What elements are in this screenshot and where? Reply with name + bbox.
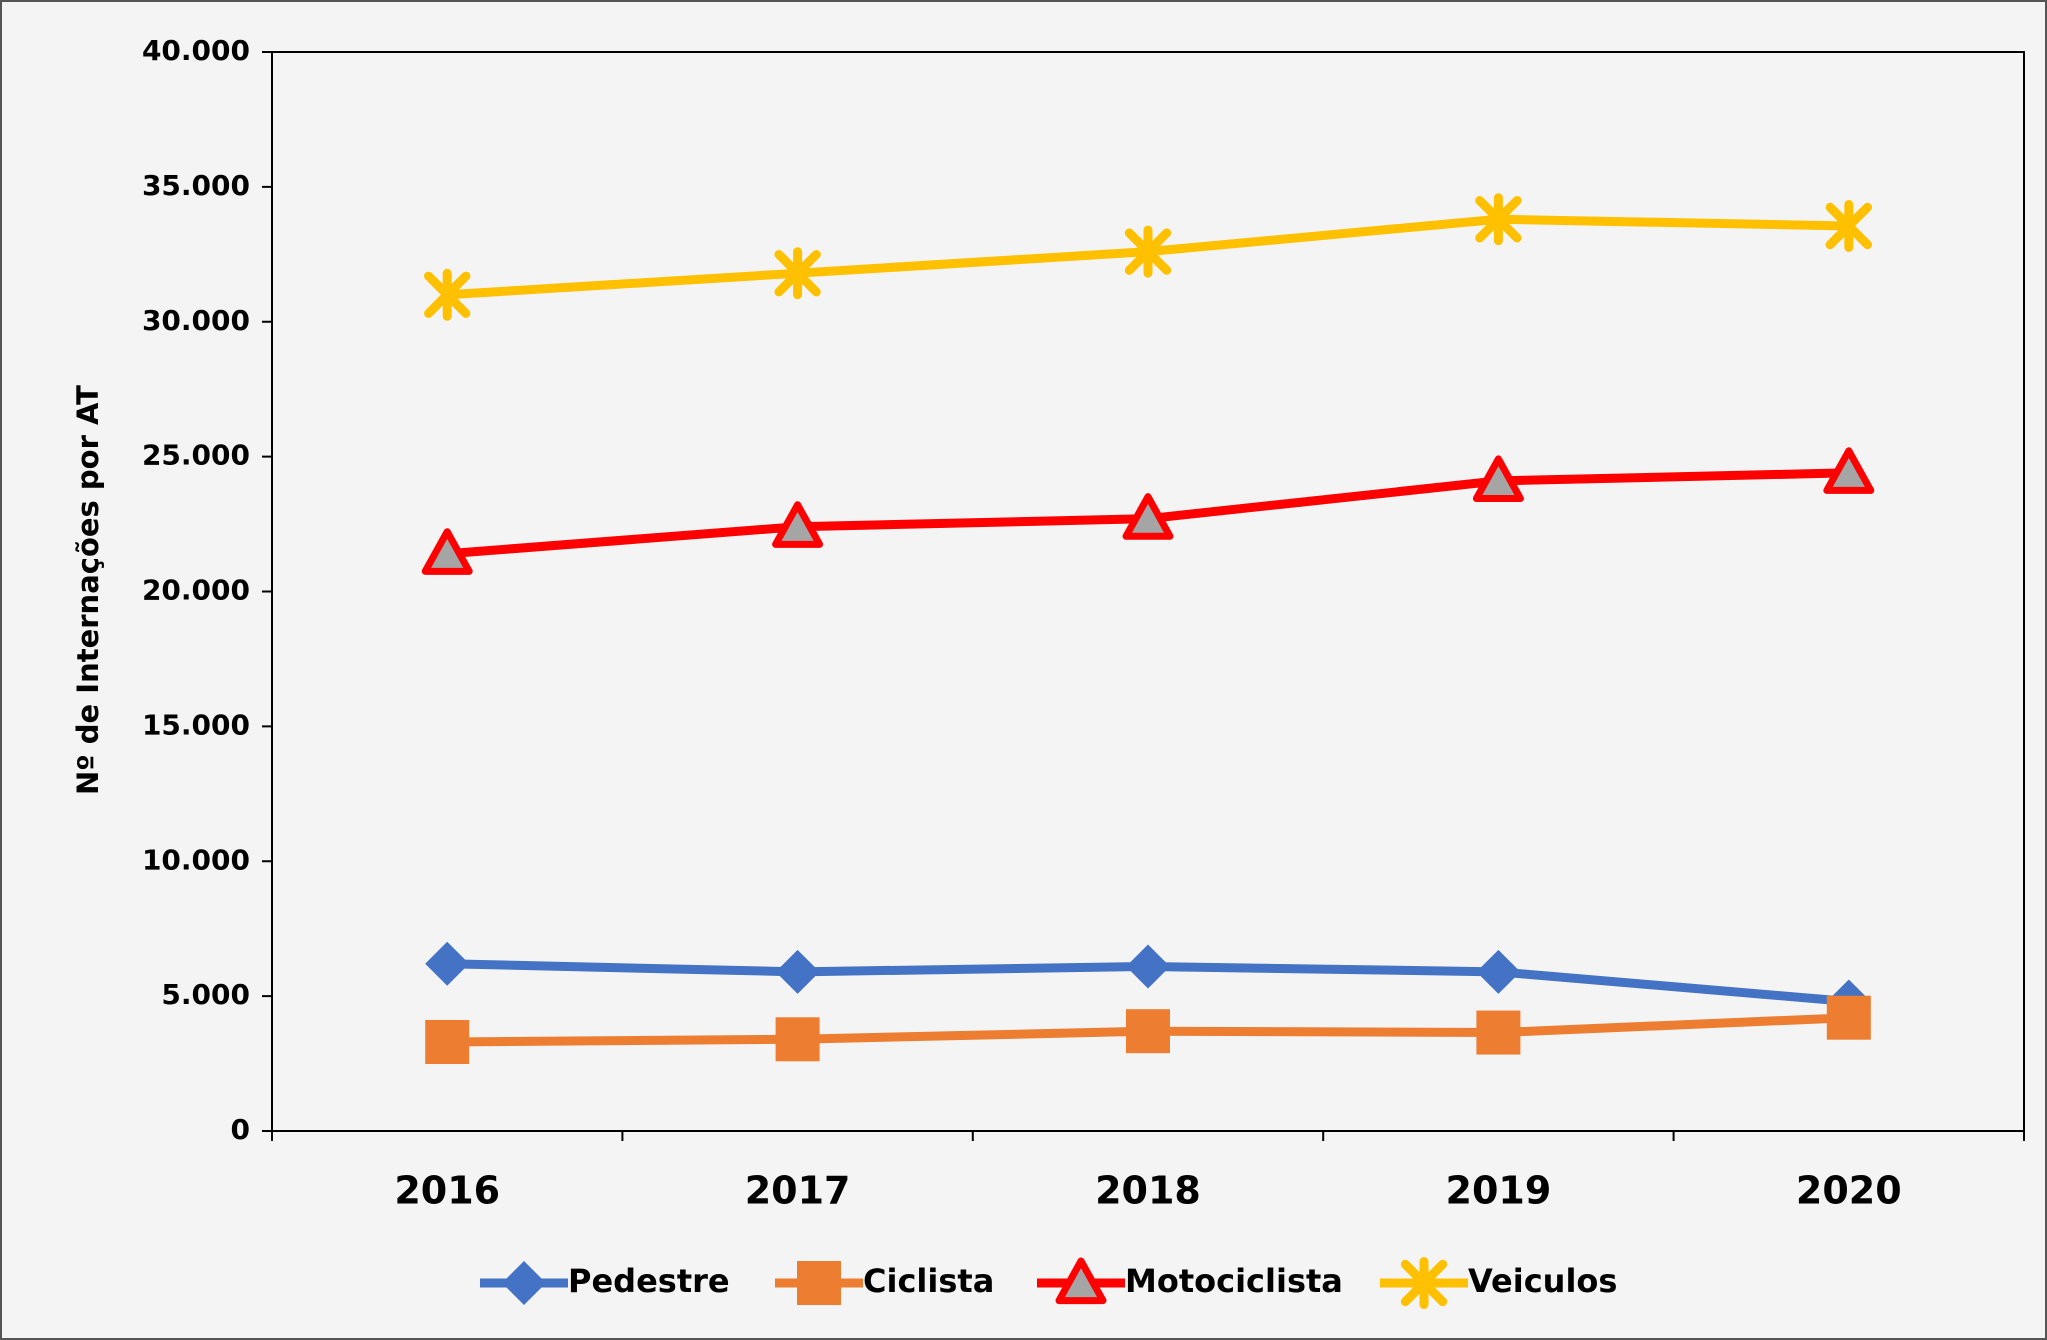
legend-marker (1055, 1257, 1107, 1305)
y-tick-label: 10.000 (142, 843, 250, 876)
x-tick-label: 2019 (1446, 1169, 1552, 1213)
y-axis-label: Nº de Internações por AT (71, 385, 105, 795)
y-tick-label: 0 (231, 1113, 250, 1146)
x-tick-label: 2018 (1095, 1169, 1201, 1213)
x-tick-label: 2017 (745, 1169, 851, 1213)
marker (1475, 193, 1522, 246)
marker (1476, 1010, 1521, 1055)
y-tick-label: 5.000 (161, 978, 250, 1011)
marker (1472, 455, 1524, 503)
marker (425, 941, 470, 986)
x-tick-label: 2016 (394, 1169, 500, 1213)
legend-label: Ciclista (863, 1262, 994, 1300)
x-tick-label: 2020 (1796, 1169, 1902, 1213)
y-tick-label: 35.000 (142, 169, 250, 202)
y-tick-label: 25.000 (142, 439, 250, 472)
legend-marker (502, 1261, 546, 1305)
marker (1823, 447, 1875, 494)
marker (775, 1017, 820, 1062)
y-tick-label: 30.000 (142, 304, 250, 337)
y-tick-label: 20.000 (142, 574, 250, 607)
marker (775, 949, 820, 994)
marker (1476, 949, 1521, 994)
marker (1122, 493, 1174, 540)
marker (1124, 225, 1172, 278)
legend-label: Pedestre (568, 1262, 730, 1300)
y-tick-label: 40.000 (142, 34, 250, 67)
legend-label: Motociclista (1125, 1262, 1343, 1300)
marker (772, 501, 824, 548)
marker (1825, 199, 1872, 252)
marker (774, 247, 821, 300)
marker (1126, 1009, 1170, 1054)
marker (1126, 944, 1170, 989)
legend-marker (797, 1261, 841, 1305)
legend-label: Veiculos (1468, 1262, 1617, 1300)
marker (1826, 995, 1871, 1040)
y-tick-label: 15.000 (142, 708, 250, 741)
legend-marker (1400, 1256, 1448, 1310)
marker (421, 528, 473, 575)
marker (424, 268, 471, 321)
marker (425, 1019, 470, 1064)
